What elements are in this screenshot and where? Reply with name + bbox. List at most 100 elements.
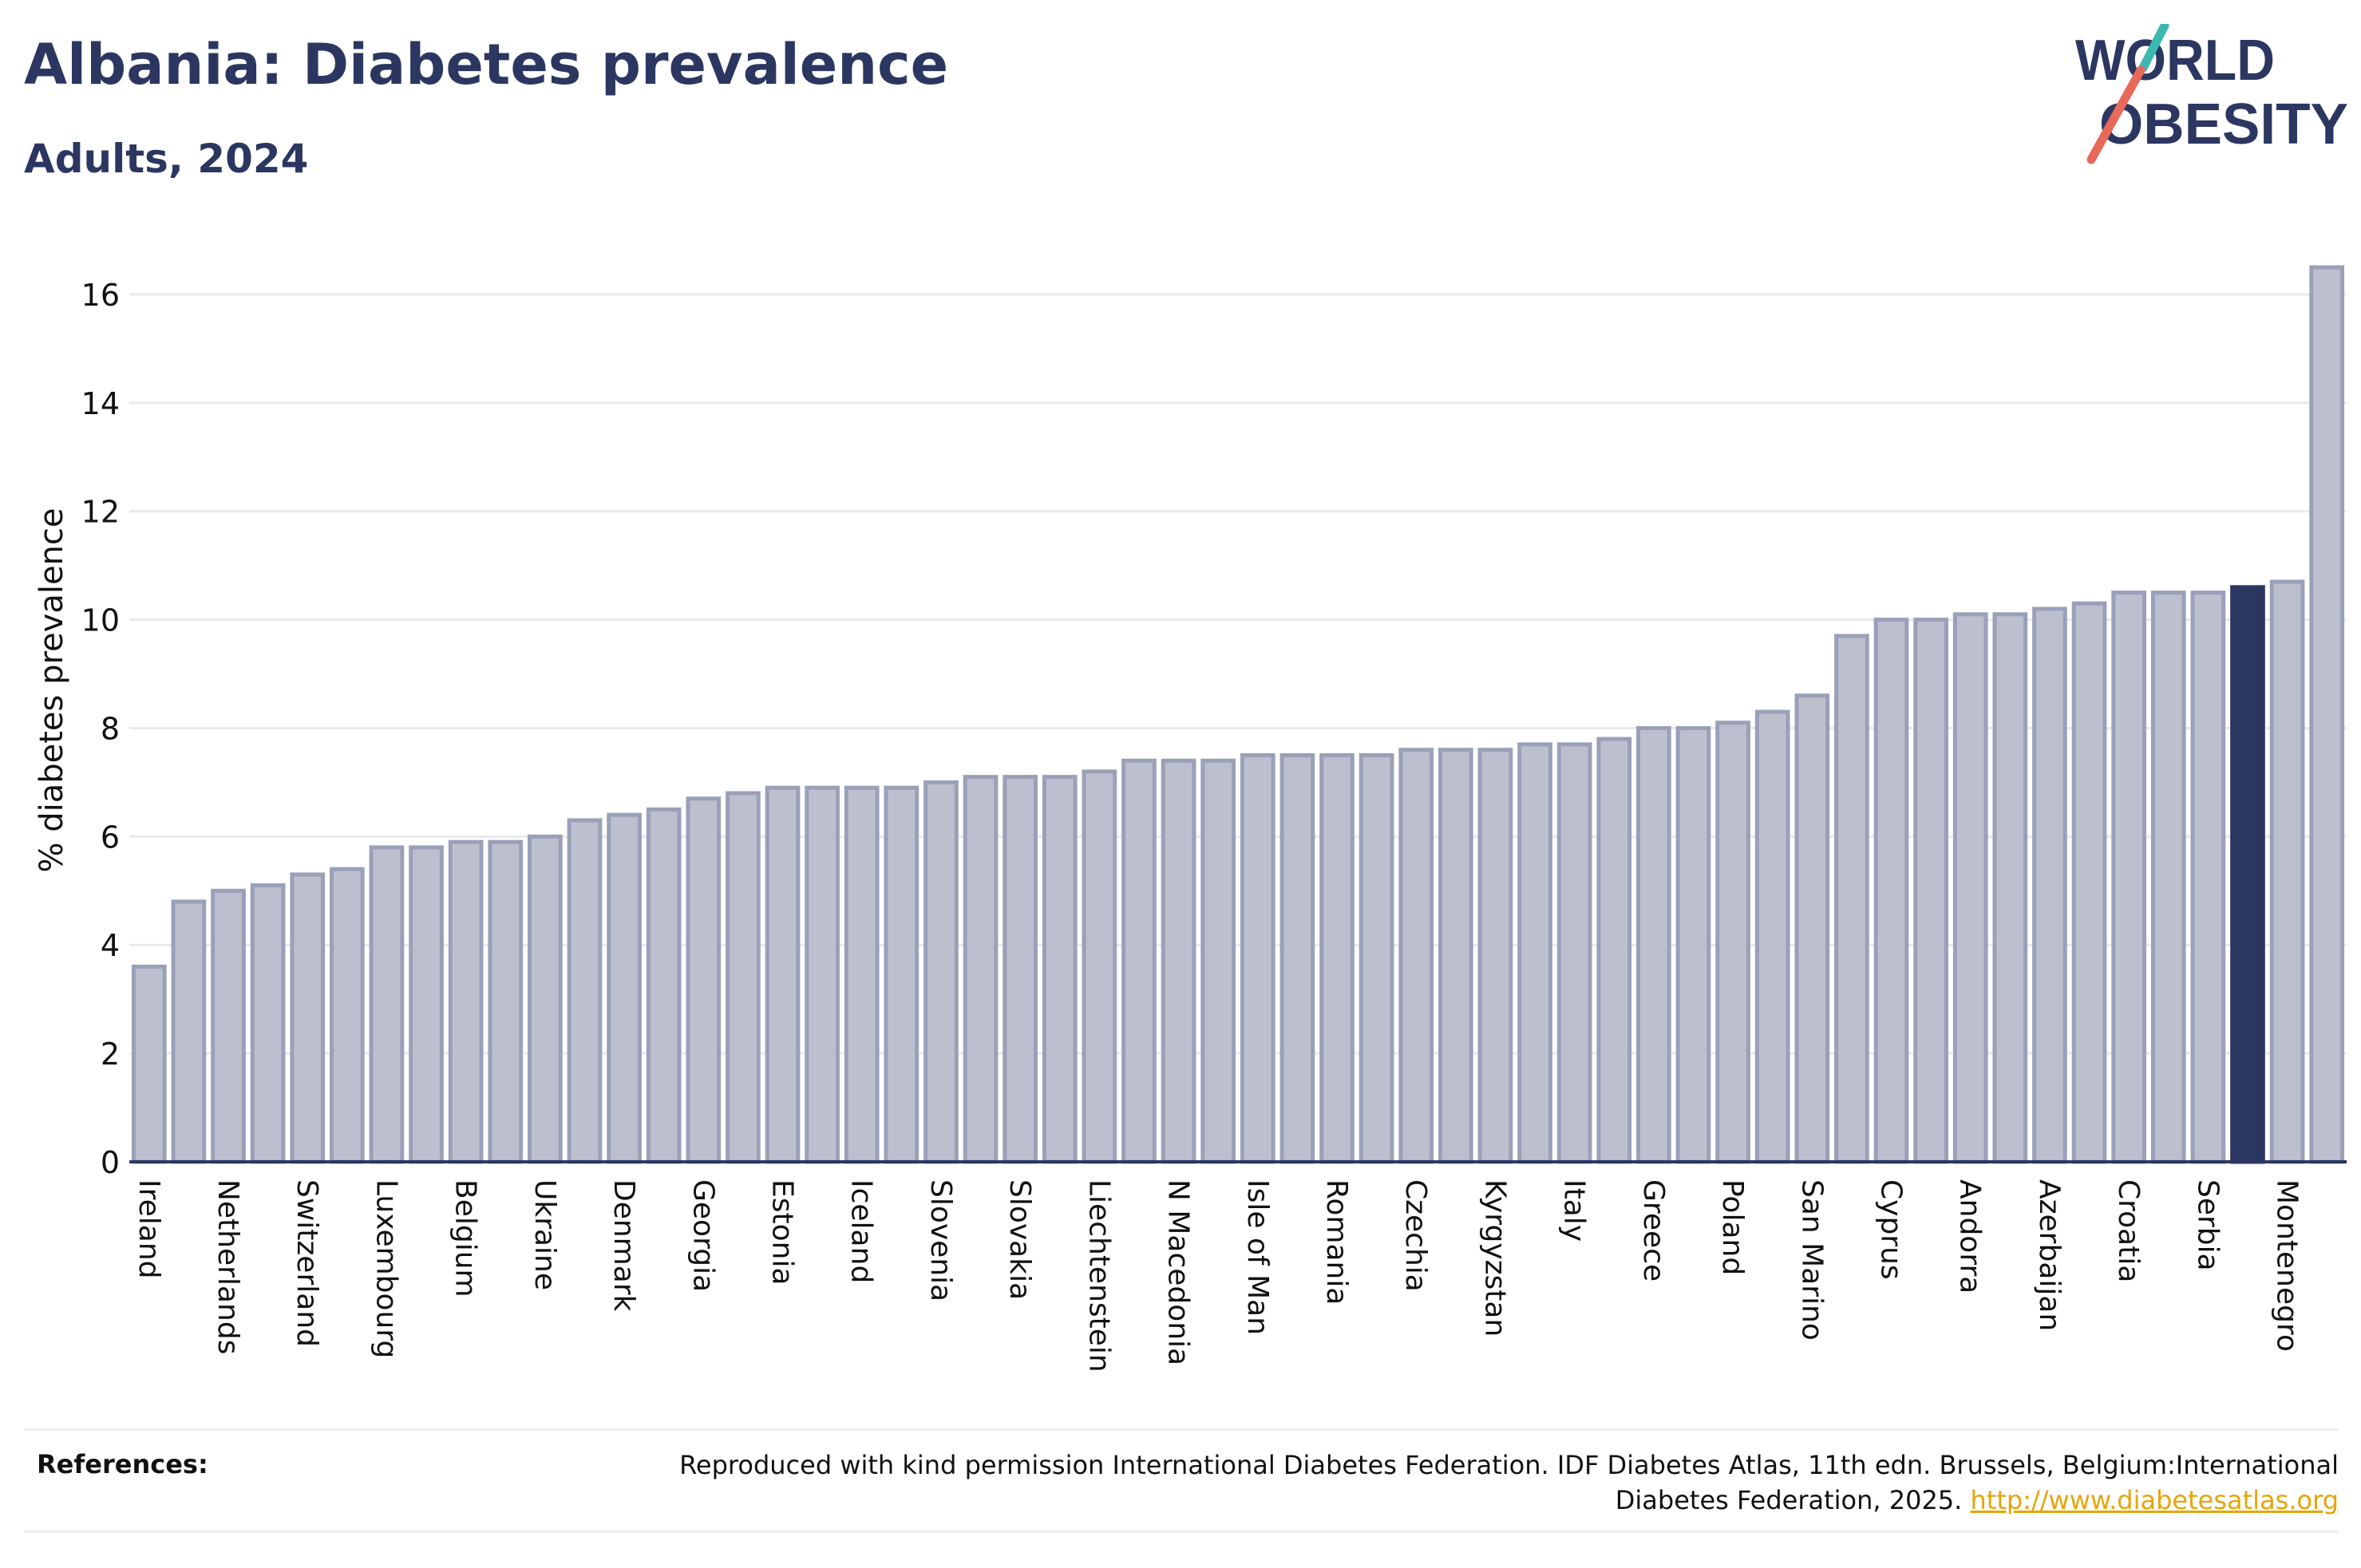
bar — [448, 839, 484, 1164]
references-citation: Reproduced with kind permission Internat… — [679, 1450, 2339, 1515]
bar — [1121, 758, 1157, 1164]
bar — [567, 818, 603, 1164]
bar — [646, 807, 682, 1164]
bar — [2032, 606, 2067, 1164]
x-tick-label: Estonia — [766, 1179, 799, 1286]
bar — [2309, 265, 2345, 1164]
y-tick-label: 10 — [81, 603, 120, 638]
world-obesity-logo: WORLD OBESITY — [2075, 24, 2348, 164]
y-tick-label: 14 — [81, 386, 120, 421]
bar — [1319, 752, 1355, 1164]
x-tick-label: Kyrgyzstan — [1478, 1179, 1511, 1337]
bar — [2269, 579, 2305, 1164]
y-axis-label: % diabetes prevalence — [34, 508, 70, 872]
references-link[interactable]: http://www.diabetesatlas.org — [1970, 1485, 2339, 1515]
x-tick-label: Switzerland — [291, 1179, 323, 1347]
bar — [2230, 585, 2265, 1164]
x-tick-label: Isle of Man — [1241, 1179, 1274, 1335]
x-tick-label: Cyprus — [1875, 1179, 1908, 1280]
bar — [250, 883, 286, 1164]
bar — [1596, 737, 1632, 1164]
bar — [369, 845, 405, 1164]
bar — [131, 964, 167, 1164]
x-tick-label: San Marino — [1795, 1179, 1828, 1341]
x-tick-label: Netherlands — [212, 1179, 244, 1354]
bar — [1398, 748, 1434, 1164]
bar — [329, 867, 365, 1164]
bar — [1042, 775, 1078, 1164]
x-tick-label: Ukraine — [528, 1179, 561, 1290]
x-tick-label: Croatia — [2112, 1179, 2145, 1282]
svg-text:WORLD: WORLD — [2075, 29, 2275, 93]
bar — [2111, 590, 2147, 1164]
bar — [211, 888, 246, 1164]
bar — [1992, 612, 2028, 1164]
x-tick-label: Luxembourg — [370, 1179, 402, 1358]
bar — [1161, 758, 1196, 1164]
x-tick-label: Poland — [1716, 1179, 1749, 1275]
bar — [2190, 590, 2226, 1164]
bar — [1556, 742, 1592, 1164]
x-tick-label: Iceland — [845, 1179, 878, 1283]
page-title: Albania: Diabetes prevalence — [24, 32, 949, 97]
bar — [488, 839, 524, 1164]
bar — [1517, 742, 1552, 1164]
bar — [607, 812, 642, 1164]
y-tick-label: 6 — [101, 820, 120, 855]
x-tick-label: Slovakia — [1003, 1179, 1036, 1300]
bar — [884, 785, 919, 1164]
bar — [528, 834, 563, 1164]
y-tick-label: 2 — [101, 1037, 120, 1072]
bar — [805, 785, 840, 1164]
bar — [1834, 634, 1869, 1164]
diabetes-bar-chart: 0 2 4 6 8 10 12 14 16 Ireland Netherlands Switzerla… — [34, 265, 2347, 1372]
page-subtitle: Adults, 2024 — [24, 136, 309, 182]
y-tick-label: 8 — [101, 711, 120, 746]
bar — [1477, 748, 1513, 1164]
x-tick-label: Montenegro — [2271, 1179, 2304, 1352]
y-tick-label: 16 — [81, 278, 120, 313]
bar — [1082, 769, 1117, 1164]
x-tick-label: Andorra — [1954, 1179, 1987, 1294]
x-tick-label: Belgium — [449, 1179, 482, 1297]
x-tick-label: Greece — [1637, 1179, 1670, 1282]
y-tick-label: 0 — [101, 1145, 120, 1180]
bar — [1438, 748, 1473, 1164]
x-tick-label: Georgia — [686, 1179, 719, 1292]
bar — [290, 872, 326, 1164]
bar — [963, 775, 999, 1164]
bar — [2071, 601, 2107, 1164]
x-tick-label: Italy — [1558, 1179, 1591, 1242]
x-tick-label: N Macedonia — [1162, 1179, 1195, 1365]
x-tick-label: Romania — [1320, 1179, 1353, 1305]
bar — [1794, 693, 1830, 1164]
x-tick-label: Liechtenstein — [1082, 1179, 1115, 1372]
references-top-divider — [24, 1428, 2339, 1431]
x-tick-label: Denmark — [607, 1179, 640, 1312]
x-tick-label: Ireland — [132, 1179, 165, 1279]
bar — [1913, 618, 1948, 1164]
bar — [409, 845, 444, 1164]
bar — [726, 791, 761, 1164]
bar — [1003, 775, 1038, 1164]
bar — [1754, 709, 1790, 1164]
references-label: References: — [37, 1449, 208, 1479]
y-tick-label: 12 — [81, 495, 120, 530]
bar — [844, 785, 880, 1164]
bar — [171, 899, 207, 1164]
bar — [1240, 752, 1275, 1164]
x-tick-label: Czechia — [1399, 1179, 1432, 1292]
bar — [1358, 752, 1394, 1164]
bar — [765, 785, 801, 1164]
bar — [923, 780, 959, 1164]
y-tick-label: 4 — [101, 928, 120, 963]
bar — [1675, 725, 1711, 1164]
x-tick-label: Serbia — [2191, 1179, 2224, 1271]
svg-text:OBESITY: OBESITY — [2099, 93, 2348, 156]
bar — [1873, 618, 1909, 1164]
x-tick-label: Slovenia — [924, 1179, 957, 1301]
references-text: Reproduced with kind permission Internat… — [623, 1448, 2339, 1518]
x-tick-label: Azerbaijan — [2033, 1179, 2066, 1331]
bar — [1200, 758, 1236, 1164]
bar — [1715, 721, 1750, 1164]
